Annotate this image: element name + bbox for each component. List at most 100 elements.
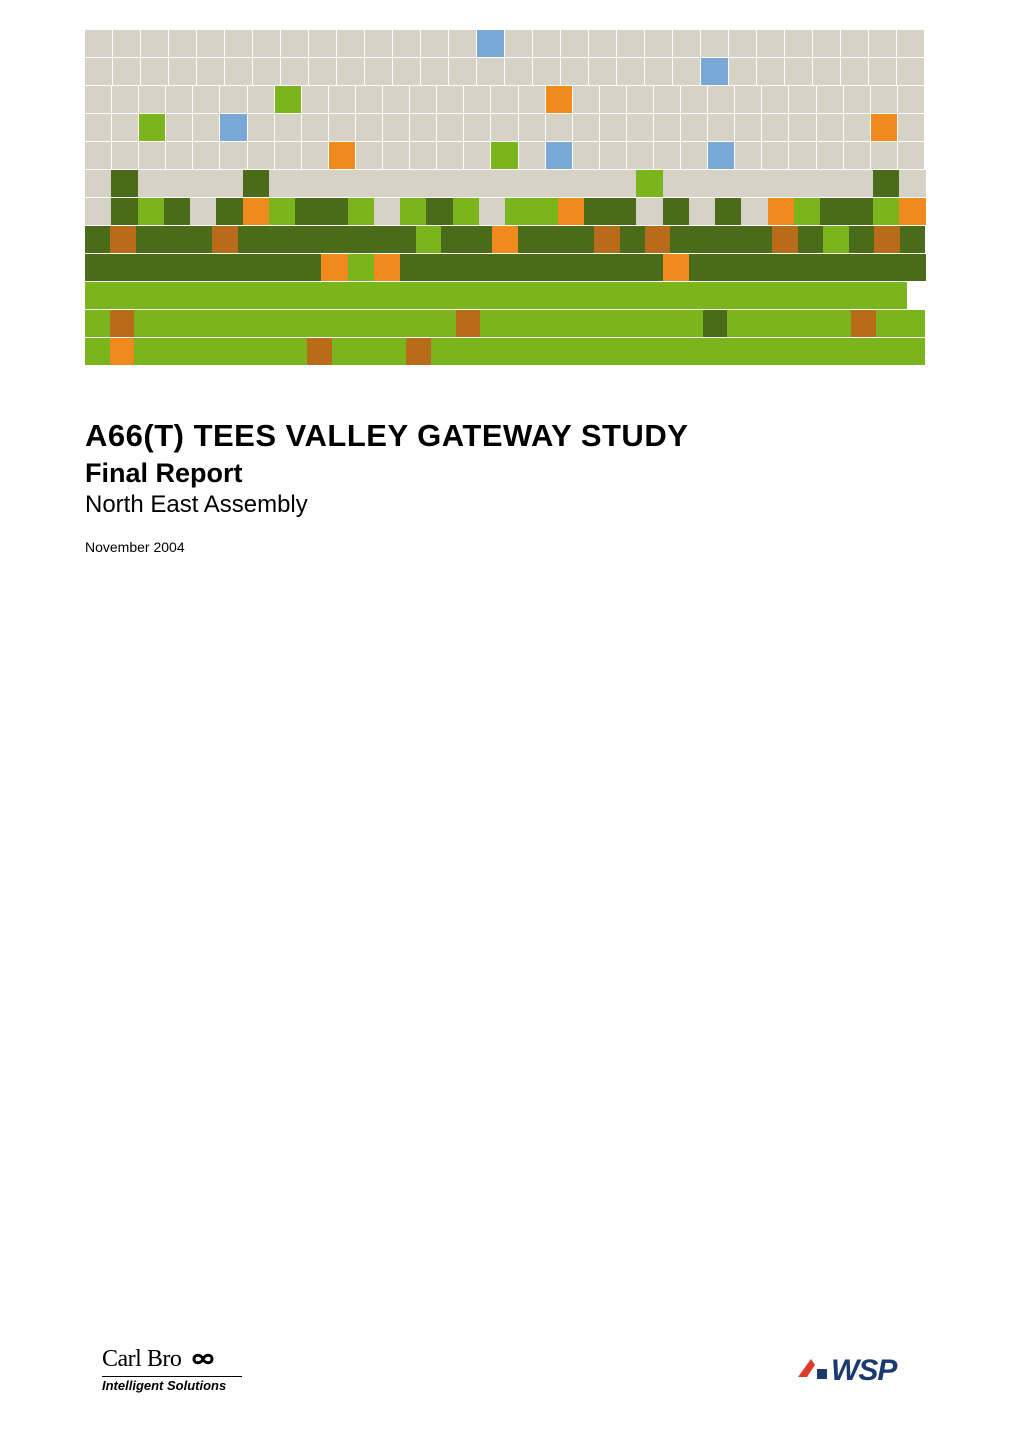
grid-cell	[190, 198, 217, 225]
grid-cell	[329, 114, 355, 141]
grid-cell	[627, 86, 653, 113]
grid-cell	[844, 86, 870, 113]
grid-cell	[365, 226, 391, 253]
grid-cell	[141, 58, 168, 85]
grid-cell	[483, 282, 510, 309]
grid-cell	[225, 30, 252, 57]
grid-cell	[604, 310, 629, 337]
grid-cell	[243, 198, 270, 225]
grid-cell	[696, 226, 722, 253]
grid-cell	[307, 310, 332, 337]
grid-cell	[467, 226, 493, 253]
grid-cell	[281, 58, 308, 85]
grid-cell	[430, 282, 457, 309]
grid-cell	[337, 30, 364, 57]
grid-cell	[900, 226, 926, 253]
grid-cell	[269, 170, 296, 197]
grid-cell	[873, 170, 900, 197]
grid-cell	[289, 226, 315, 253]
grid-cell	[768, 254, 795, 281]
grid-cell	[900, 338, 925, 365]
grid-cell	[794, 254, 821, 281]
grid-cell	[703, 310, 728, 337]
grid-cell	[663, 254, 690, 281]
grid-cell	[871, 114, 897, 141]
grid-cell	[491, 142, 517, 169]
grid-cell	[491, 114, 517, 141]
grid-cell	[321, 198, 348, 225]
grid-cell	[477, 30, 504, 57]
grid-cell	[898, 114, 924, 141]
grid-cell	[876, 310, 901, 337]
grid-cell	[400, 254, 427, 281]
grid-cell	[715, 254, 742, 281]
grid-cell	[390, 226, 416, 253]
grid-cell	[645, 58, 672, 85]
grid-cell	[85, 198, 112, 225]
grid-cell	[678, 310, 703, 337]
grid-cell	[110, 310, 135, 337]
grid-cell	[426, 198, 453, 225]
grid-row	[85, 142, 925, 170]
grid-cell	[141, 30, 168, 57]
logo-wsp: WSP	[795, 1353, 935, 1388]
grid-cell	[747, 226, 773, 253]
grid-cell	[321, 170, 348, 197]
grid-cell	[111, 170, 138, 197]
grid-cell	[584, 254, 611, 281]
grid-cell	[681, 86, 707, 113]
grid-cell	[645, 30, 672, 57]
grid-cell	[654, 114, 680, 141]
grid-cell	[627, 114, 653, 141]
grid-cell	[431, 338, 456, 365]
grid-cell	[715, 170, 742, 197]
grid-cell	[600, 142, 626, 169]
grid-cell	[519, 142, 545, 169]
grid-cell	[112, 86, 138, 113]
grid-cell	[772, 226, 798, 253]
grid-cell	[654, 86, 680, 113]
grid-cell	[216, 198, 243, 225]
grid-cell	[899, 170, 926, 197]
grid-cell	[258, 338, 283, 365]
grid-cell	[138, 282, 165, 309]
grid-cell	[337, 58, 364, 85]
grid-cell	[610, 254, 637, 281]
grid-cell	[383, 114, 409, 141]
grid-cell	[554, 310, 579, 337]
grid-cell	[813, 58, 840, 85]
grid-row	[85, 58, 925, 86]
grid-cell	[238, 226, 264, 253]
grid-cell	[138, 198, 165, 225]
grid-cell	[681, 114, 707, 141]
grid-cell	[197, 30, 224, 57]
grid-cell	[757, 30, 784, 57]
grid-cell	[453, 254, 480, 281]
grid-cell	[518, 226, 544, 253]
grid-row	[85, 282, 925, 310]
grid-cell	[673, 58, 700, 85]
grid-cell	[216, 170, 243, 197]
grid-cell	[283, 310, 308, 337]
grid-cell	[846, 254, 873, 281]
grid-cell	[356, 142, 382, 169]
wsp-mark-icon	[795, 1353, 831, 1388]
grid-cell	[689, 254, 716, 281]
grid-cell	[715, 198, 742, 225]
grid-cell	[741, 198, 768, 225]
grid-cell	[383, 142, 409, 169]
grid-cell	[794, 170, 821, 197]
grid-cell	[112, 282, 139, 309]
logo-carl-bro-name: Carl Bro	[102, 1346, 181, 1372]
grid-cell	[139, 86, 165, 113]
grid-cell	[357, 338, 382, 365]
grid-row	[85, 198, 925, 226]
grid-cell	[777, 310, 802, 337]
grid-cell	[297, 282, 324, 309]
grid-cell	[628, 338, 653, 365]
grid-cell	[533, 30, 560, 57]
grid-cell	[437, 114, 463, 141]
grid-row	[85, 226, 925, 254]
grid-cell	[689, 170, 716, 197]
grid-cell	[263, 226, 289, 253]
